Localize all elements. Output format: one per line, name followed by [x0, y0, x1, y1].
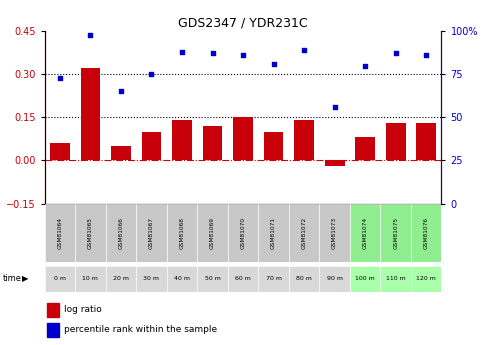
- Text: 100 m: 100 m: [355, 276, 375, 281]
- FancyBboxPatch shape: [45, 204, 75, 262]
- FancyBboxPatch shape: [258, 204, 289, 262]
- Text: time: time: [2, 274, 21, 283]
- Point: [178, 49, 186, 55]
- FancyBboxPatch shape: [350, 204, 380, 262]
- FancyBboxPatch shape: [106, 204, 136, 262]
- FancyBboxPatch shape: [75, 204, 106, 262]
- FancyBboxPatch shape: [289, 204, 319, 262]
- FancyBboxPatch shape: [106, 266, 136, 292]
- FancyBboxPatch shape: [228, 204, 258, 262]
- Text: GSM81072: GSM81072: [302, 217, 307, 249]
- Text: 50 m: 50 m: [204, 276, 220, 281]
- Bar: [264, 132, 284, 160]
- Text: GSM81075: GSM81075: [393, 217, 398, 249]
- FancyBboxPatch shape: [167, 204, 197, 262]
- Title: GDS2347 / YDR231C: GDS2347 / YDR231C: [178, 17, 308, 30]
- Bar: [233, 117, 253, 160]
- Bar: [50, 143, 70, 160]
- Point: [331, 104, 339, 110]
- Point: [300, 47, 308, 53]
- Bar: [202, 126, 222, 160]
- Point: [270, 61, 278, 67]
- Text: 0 m: 0 m: [54, 276, 66, 281]
- Text: GSM81074: GSM81074: [363, 217, 368, 249]
- FancyBboxPatch shape: [75, 266, 106, 292]
- Bar: [416, 123, 436, 160]
- Bar: [141, 132, 161, 160]
- Text: GSM81067: GSM81067: [149, 217, 154, 249]
- Text: 40 m: 40 m: [174, 276, 190, 281]
- Point: [147, 71, 155, 77]
- Text: 60 m: 60 m: [235, 276, 251, 281]
- FancyBboxPatch shape: [380, 266, 411, 292]
- FancyBboxPatch shape: [289, 266, 319, 292]
- Text: GSM81064: GSM81064: [58, 217, 62, 249]
- Text: log ratio: log ratio: [64, 305, 102, 314]
- FancyBboxPatch shape: [258, 266, 289, 292]
- Bar: [47, 323, 59, 337]
- FancyBboxPatch shape: [167, 266, 197, 292]
- Text: 90 m: 90 m: [326, 276, 343, 281]
- FancyBboxPatch shape: [319, 204, 350, 262]
- Text: 80 m: 80 m: [296, 276, 312, 281]
- Bar: [111, 146, 131, 160]
- Bar: [47, 303, 59, 317]
- Bar: [80, 68, 100, 160]
- FancyBboxPatch shape: [411, 204, 441, 262]
- Text: GSM81070: GSM81070: [241, 217, 246, 249]
- Point: [361, 63, 369, 68]
- Text: GSM81076: GSM81076: [424, 217, 429, 249]
- FancyBboxPatch shape: [45, 266, 75, 292]
- FancyBboxPatch shape: [350, 266, 380, 292]
- Bar: [325, 160, 345, 166]
- FancyBboxPatch shape: [136, 266, 167, 292]
- Text: 30 m: 30 m: [143, 276, 160, 281]
- Text: 120 m: 120 m: [416, 276, 436, 281]
- Bar: [386, 123, 406, 160]
- Text: 10 m: 10 m: [82, 276, 98, 281]
- Bar: [294, 120, 314, 160]
- Text: GSM81065: GSM81065: [88, 217, 93, 249]
- Point: [208, 51, 216, 56]
- FancyBboxPatch shape: [411, 266, 441, 292]
- Point: [392, 51, 400, 56]
- Point: [86, 32, 94, 37]
- Text: percentile rank within the sample: percentile rank within the sample: [64, 325, 218, 334]
- FancyBboxPatch shape: [228, 266, 258, 292]
- Text: GSM81073: GSM81073: [332, 217, 337, 249]
- Text: ▶: ▶: [22, 274, 29, 283]
- FancyBboxPatch shape: [197, 266, 228, 292]
- Bar: [355, 137, 375, 160]
- Text: 110 m: 110 m: [386, 276, 406, 281]
- Text: GSM81069: GSM81069: [210, 217, 215, 249]
- Point: [117, 89, 125, 94]
- Bar: [172, 120, 192, 160]
- Point: [422, 52, 430, 58]
- Text: GSM81066: GSM81066: [119, 217, 124, 249]
- Text: 20 m: 20 m: [113, 276, 129, 281]
- FancyBboxPatch shape: [136, 204, 167, 262]
- Text: GSM81068: GSM81068: [180, 217, 185, 249]
- Point: [56, 75, 64, 80]
- Text: GSM81071: GSM81071: [271, 217, 276, 249]
- Point: [239, 52, 247, 58]
- FancyBboxPatch shape: [380, 204, 411, 262]
- FancyBboxPatch shape: [197, 204, 228, 262]
- FancyBboxPatch shape: [319, 266, 350, 292]
- Text: 70 m: 70 m: [265, 276, 282, 281]
